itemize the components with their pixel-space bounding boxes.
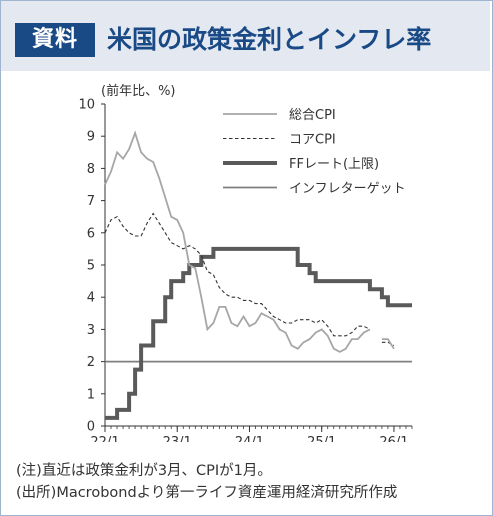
legend-label: コアCPI	[289, 133, 336, 148]
legend-label: FFレート(上限)	[289, 157, 379, 172]
legend-label: 総合CPI	[289, 108, 336, 123]
y-tick-label: 6	[87, 226, 95, 241]
legend-label: インフレターゲット	[289, 182, 406, 197]
y-tick-label: 9	[87, 130, 95, 145]
x-tick-label: 24/1	[235, 435, 264, 442]
y-tick-label: 4	[87, 291, 95, 306]
y-tick-label: 7	[87, 194, 95, 209]
y-axis-label: (前年比、%)	[101, 83, 176, 99]
source-badge: 資料	[15, 23, 95, 57]
series-layer	[104, 130, 412, 420]
y-tick-label: 10	[78, 98, 95, 113]
x-tick-label: 26/1	[379, 435, 408, 442]
y-tick-label: 5	[87, 259, 95, 274]
line-chart: (前年比、%) 0 1 2 3 4 5 6 7 8 9 10 22/1 23/1 24/1 25/1 26/1…	[78, 83, 413, 442]
source-line: (出所)Macrobondより第一ライフ資産運用経済研究所作成	[16, 485, 398, 501]
legend: 総合CPI コアCPI FFレート(上限) インフレターゲット	[223, 108, 406, 197]
y-tick-label: 2	[87, 355, 95, 370]
figure-header: 資料 米国の政策金利とインフレ率	[1, 1, 490, 71]
chart-area: (前年比、%) 0 1 2 3 4 5 6 7 8 9 10 22/1 23/1 24/1 25/1 26/1…	[1, 71, 490, 442]
figure-title: 米国の政策金利とインフレ率	[107, 25, 432, 54]
x-tick-label: 25/1	[307, 435, 336, 442]
y-tick-label: 1	[87, 387, 95, 402]
series-line-1	[104, 212, 395, 346]
note-line: (注)直近は政策金利が3月、CPIが1月。	[16, 463, 272, 479]
y-tick-label: 0	[87, 420, 95, 435]
footnotes: (注)直近は政策金利が3月、CPIが1月。 (出所)Macrobondより第一ラ…	[16, 460, 397, 504]
x-tick-label: 22/1	[90, 435, 119, 442]
axes: 0 1 2 3 4 5 6 7 8 9 10 22/1 23/1 24/1 25/1 26/1	[78, 98, 413, 442]
y-tick-label: 3	[87, 323, 95, 338]
x-tick-label: 23/1	[163, 435, 192, 442]
y-tick-label: 8	[87, 162, 95, 177]
series-line-0	[104, 130, 395, 353]
series-line-2	[105, 246, 412, 420]
